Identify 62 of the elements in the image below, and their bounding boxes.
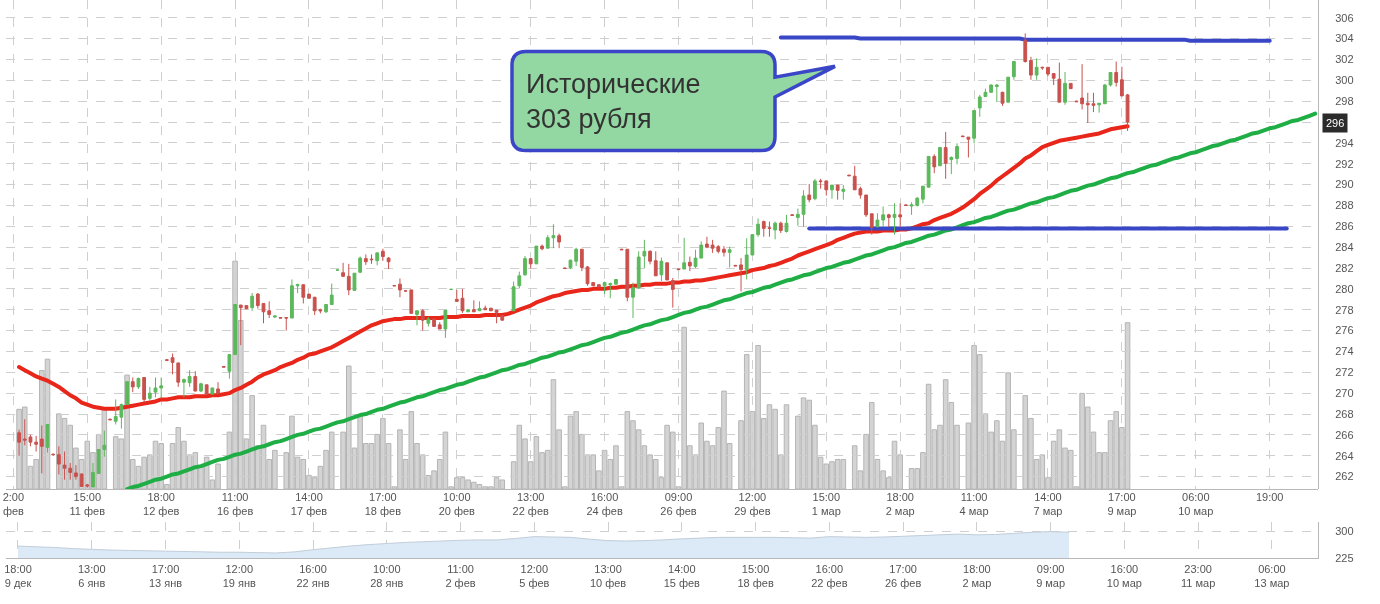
text: 296 [1326, 117, 1345, 129]
x-tick-label: 13:00 6 янв [77, 562, 106, 589]
x-tick-label: 09:00 26 фев [660, 491, 697, 518]
x-tick-label: 10:00 28 янв [370, 562, 404, 589]
x-tick-label: 14:00 7 мар [1033, 491, 1063, 518]
x-tick-label: 10:00 20 фев [438, 491, 476, 518]
y-tick-label: 264 [1335, 449, 1354, 462]
y-tick-label: 282 [1335, 261, 1354, 274]
y-tick-label: 300 [1335, 525, 1354, 538]
x-tick-label: 16:00 24 фев [586, 491, 623, 518]
x-tick-label: 09:00 9 мар [1036, 562, 1066, 589]
x-tick-label: 13:00 22 фев [512, 491, 549, 518]
x-tick-label: 15:00 11 фев [69, 491, 106, 518]
y-tick-label: 294 [1335, 136, 1354, 149]
y-tick-label: 304 [1335, 32, 1354, 45]
y-tick-label: 276 [1335, 324, 1354, 337]
y-tick-label: 286 [1335, 220, 1354, 233]
x-tick-label: 18:00 2 мар [962, 562, 992, 589]
y-tick-label: 270 [1335, 387, 1354, 399]
x-tick-label: 06:00 10 мар [1178, 491, 1214, 518]
y-tick-label: 302 [1335, 53, 1354, 66]
x-tick-label: 18:00 12 фев [143, 491, 180, 518]
y-tick-label: 268 [1335, 407, 1354, 420]
x-tick-label: 19:00 [1255, 491, 1284, 504]
annotation: Исторические 303 рубля [526, 69, 701, 135]
y-tick-label: 274 [1335, 345, 1354, 358]
x-tick-label: 17:00 9 мар [1107, 491, 1137, 518]
x-tick-label: 12:00 5 фев [519, 562, 550, 589]
x-tick-label: 17:00 26 фев [884, 562, 922, 589]
y-tick-label: 280 [1335, 282, 1354, 295]
x-tick-label: 13:00 10 фев [589, 562, 627, 589]
x-tick-label: 23:00 11 мар [1181, 562, 1216, 589]
y-tick-label: 262 [1335, 470, 1354, 483]
x-tick-label: 16:00 10 мар [1106, 562, 1142, 589]
y-tick-label: 292 [1335, 157, 1354, 170]
x-tick-label: 14:00 15 фев [663, 562, 701, 589]
x-tick-label: 11:00 2 фев [445, 562, 476, 589]
x-tick-label: 11:00 4 мар [959, 491, 989, 518]
x-tick-label: 15:00 1 мар [811, 491, 841, 518]
x-tick-label: 17:00 13 янв [148, 562, 183, 589]
x-tick-label: 15:00 18 фев [737, 562, 774, 589]
x-tick-label: 14:00 17 фев [290, 491, 328, 518]
y-tick-label: 225 [1335, 552, 1354, 565]
y-tick-label: 266 [1335, 428, 1354, 441]
x-tick-label: 12:00 19 янв [222, 562, 256, 589]
y-tick-label: 298 [1335, 95, 1354, 108]
y-tick-label: 278 [1335, 303, 1354, 316]
y-tick-label: 300 [1335, 74, 1354, 87]
x-tick-label: 16:00 22 фев [811, 562, 848, 589]
y-tick-label: 288 [1335, 199, 1354, 212]
y-tick-label: 284 [1335, 241, 1354, 253]
y-tick-label: 306 [1335, 11, 1354, 24]
x-tick-label: 2:00 фев [2, 491, 25, 518]
y-tick-label: 272 [1335, 366, 1354, 379]
x-tick-label: 12:00 29 фев [734, 491, 771, 518]
x-tick-label: 11:00 16 фев [216, 491, 254, 518]
x-tick-label: 18:00 9 дек [4, 562, 32, 589]
x-tick-label: 17:00 18 фев [364, 491, 402, 518]
x-tick-label: 16:00 22 янв [296, 562, 330, 589]
x-tick-label: 06:00 13 мар [1254, 562, 1290, 589]
y-tick-label: 290 [1335, 178, 1354, 191]
x-tick-label: 18:00 2 мар [885, 491, 915, 518]
